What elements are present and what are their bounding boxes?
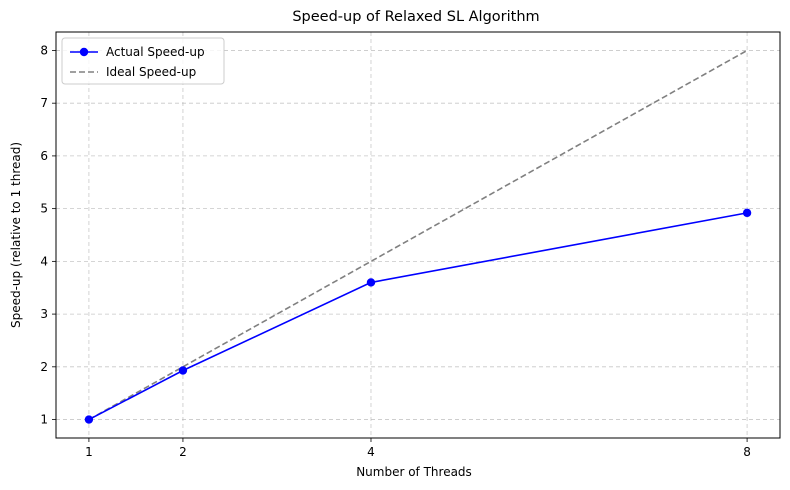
y-tick-label: 6 — [40, 149, 48, 163]
y-tick-label: 3 — [40, 307, 48, 321]
y-axis-label: Speed-up (relative to 1 thread) — [9, 142, 23, 328]
y-tick-label: 1 — [40, 413, 48, 427]
legend-actual-speed-up-label: Actual Speed-up — [106, 45, 205, 59]
actual-speed-up-line — [88, 212, 748, 421]
actual-speed-up-point — [84, 415, 94, 424]
y-tick-label: 7 — [40, 96, 48, 110]
legend: Actual Speed-up Ideal Speed-up — [61, 37, 225, 85]
x-tick-label: 8 — [743, 445, 751, 459]
x-tick-label: 2 — [179, 445, 187, 459]
x-tick-label: 4 — [367, 445, 375, 459]
actual-speed-up-point — [742, 208, 752, 218]
y-tick-label: 2 — [40, 360, 48, 374]
legend-ideal-speed-up-label: Ideal Speed-up — [106, 65, 196, 79]
y-tick-label: 5 — [40, 202, 48, 216]
x-axis-label: Number of Threads — [356, 465, 472, 479]
grid — [56, 32, 780, 438]
actual-speed-up-point — [178, 366, 188, 375]
legend-box — [61, 37, 225, 85]
y-tick-label: 8 — [40, 43, 48, 57]
series-layer — [84, 49, 752, 424]
x-tick-label: 1 — [85, 445, 93, 459]
plot-area-frame — [55, 31, 781, 439]
y-tick-label: 4 — [40, 254, 48, 268]
actual-speed-up-point — [366, 278, 376, 287]
legend-actual-speed-up-marker — [79, 47, 89, 57]
chart-title: Speed-up of Relaxed SL Algorithm — [292, 9, 539, 25]
